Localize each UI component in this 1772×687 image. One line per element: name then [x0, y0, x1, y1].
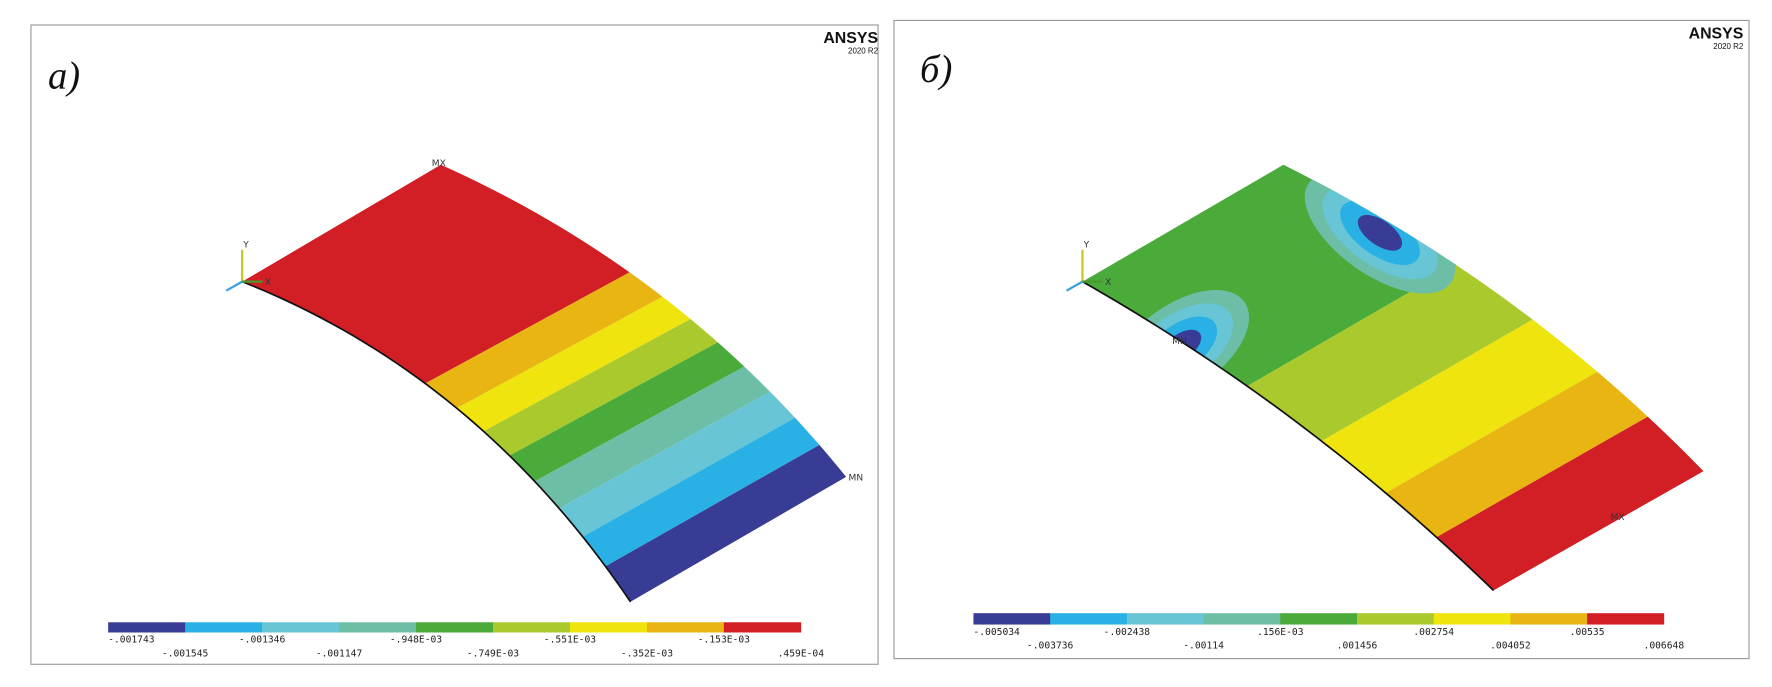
legend-label: -.153E-03 [698, 635, 750, 646]
panel-label: а) [48, 56, 80, 98]
legend-label: -.00114 [1183, 640, 1224, 651]
axis-x-label: X [1105, 278, 1111, 288]
contour-band [509, 342, 745, 482]
legend-label: -.352E-03 [621, 648, 673, 659]
contour-band [605, 444, 847, 602]
legend-swatch [1433, 613, 1511, 625]
min-marker: MN [849, 473, 864, 483]
contour-band [456, 296, 691, 432]
legend-label: .156E-03 [1257, 627, 1304, 638]
contour-band [1321, 319, 1598, 494]
legend-swatch [1126, 613, 1204, 625]
legend-swatch [1050, 613, 1128, 625]
legend-label: -.948E-03 [390, 635, 442, 646]
legend-label: -.002438 [1104, 627, 1151, 638]
legend-label: -.551E-03 [544, 635, 596, 646]
axis-z [225, 280, 243, 292]
version: 2020 R2 [848, 46, 879, 55]
legend-swatch [1356, 613, 1435, 625]
contour-band [559, 391, 796, 537]
contour-band [242, 164, 630, 384]
axis-y-label: Y [1083, 241, 1090, 251]
legend-label: -.005034 [973, 627, 1020, 638]
legend-label: .006648 [1644, 640, 1685, 651]
legend-swatch [339, 622, 417, 633]
legend-label: -.003736 [1027, 640, 1074, 651]
legend-swatch [185, 622, 263, 633]
legend-swatch [723, 622, 802, 633]
max-marker: MX [1610, 513, 1624, 523]
contour-band [1385, 371, 1648, 538]
edge [241, 280, 632, 603]
legend-swatch [492, 622, 571, 633]
surface [242, 164, 847, 602]
legend-swatch [1510, 613, 1588, 625]
logo: ANSYS [1689, 26, 1744, 43]
contour-band [483, 318, 718, 456]
legend-swatch [416, 622, 494, 633]
legend-label: -.749E-03 [467, 648, 519, 659]
legend-swatch [262, 622, 340, 633]
contour-band [425, 272, 663, 409]
legend-swatch [646, 622, 725, 633]
legend-swatch [1280, 613, 1358, 625]
legend-label: -.001346 [239, 635, 286, 646]
legend-label: .00535 [1570, 627, 1605, 638]
legend-swatch [973, 613, 1051, 625]
axis-y-label: Y [242, 241, 249, 251]
legend-swatch [1587, 613, 1665, 625]
legend-label: -.001743 [108, 635, 155, 646]
max-marker: MX [432, 159, 446, 169]
legend-swatch [108, 622, 186, 633]
version: 2020 R2 [1713, 42, 1744, 51]
panel-label: б) [920, 49, 952, 91]
contour-band [582, 417, 820, 567]
logo: ANSYS [823, 30, 878, 47]
legend-swatch [569, 622, 648, 633]
min-marker: MN [1172, 337, 1187, 347]
legend-label: -.001545 [162, 648, 209, 659]
legend-label: .459E-04 [778, 648, 825, 659]
edge [1082, 280, 1495, 592]
contour-band [534, 366, 771, 509]
surface [1082, 164, 1704, 591]
contour-blob [1357, 214, 1403, 251]
legend-swatch [1203, 613, 1281, 625]
contour-band [1436, 416, 1704, 591]
legend-label: .004052 [1490, 640, 1531, 651]
legend-label: -.001147 [316, 648, 363, 659]
axis-x-label: X [265, 278, 271, 288]
axis-z [1065, 280, 1084, 292]
legend-label: .001456 [1337, 640, 1378, 651]
legend-label: .002754 [1413, 627, 1454, 638]
contour-band [1247, 265, 1533, 442]
